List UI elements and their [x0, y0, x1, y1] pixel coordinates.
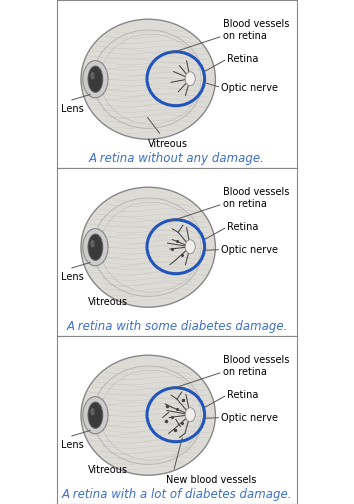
Ellipse shape: [81, 355, 215, 475]
Text: Retina: Retina: [227, 54, 259, 64]
Text: Lens: Lens: [61, 272, 83, 282]
Text: A retina without any damage.: A retina without any damage.: [89, 152, 265, 165]
Ellipse shape: [83, 397, 108, 434]
Ellipse shape: [88, 402, 103, 428]
Ellipse shape: [90, 240, 95, 247]
Ellipse shape: [81, 187, 215, 307]
Text: Optic nerve: Optic nerve: [221, 413, 278, 422]
Text: Blood vessels
on retina: Blood vessels on retina: [223, 19, 289, 41]
Ellipse shape: [88, 234, 103, 261]
Text: Blood vessels
on retina: Blood vessels on retina: [223, 355, 289, 377]
Ellipse shape: [90, 72, 95, 80]
Ellipse shape: [83, 229, 108, 266]
Text: Lens: Lens: [61, 104, 83, 114]
Text: Retina: Retina: [227, 390, 259, 400]
Text: Vitreous: Vitreous: [88, 297, 128, 307]
Text: A retina with some diabetes damage.: A retina with some diabetes damage.: [66, 320, 288, 333]
Ellipse shape: [185, 408, 195, 422]
Text: Optic nerve: Optic nerve: [221, 83, 278, 93]
Text: New blood vessels: New blood vessels: [166, 475, 257, 485]
Text: Lens: Lens: [61, 440, 83, 450]
Ellipse shape: [88, 66, 103, 92]
Text: Vitreous: Vitreous: [148, 139, 188, 149]
Text: Vitreous: Vitreous: [88, 465, 128, 475]
Ellipse shape: [185, 72, 195, 86]
Text: Retina: Retina: [227, 222, 259, 232]
Text: A retina with a lot of diabetes damage.: A retina with a lot of diabetes damage.: [62, 488, 292, 501]
Text: Blood vessels
on retina: Blood vessels on retina: [223, 187, 289, 209]
Text: Optic nerve: Optic nerve: [221, 244, 278, 255]
Ellipse shape: [185, 240, 195, 254]
Ellipse shape: [81, 19, 215, 139]
Ellipse shape: [90, 408, 95, 415]
Ellipse shape: [83, 60, 108, 98]
